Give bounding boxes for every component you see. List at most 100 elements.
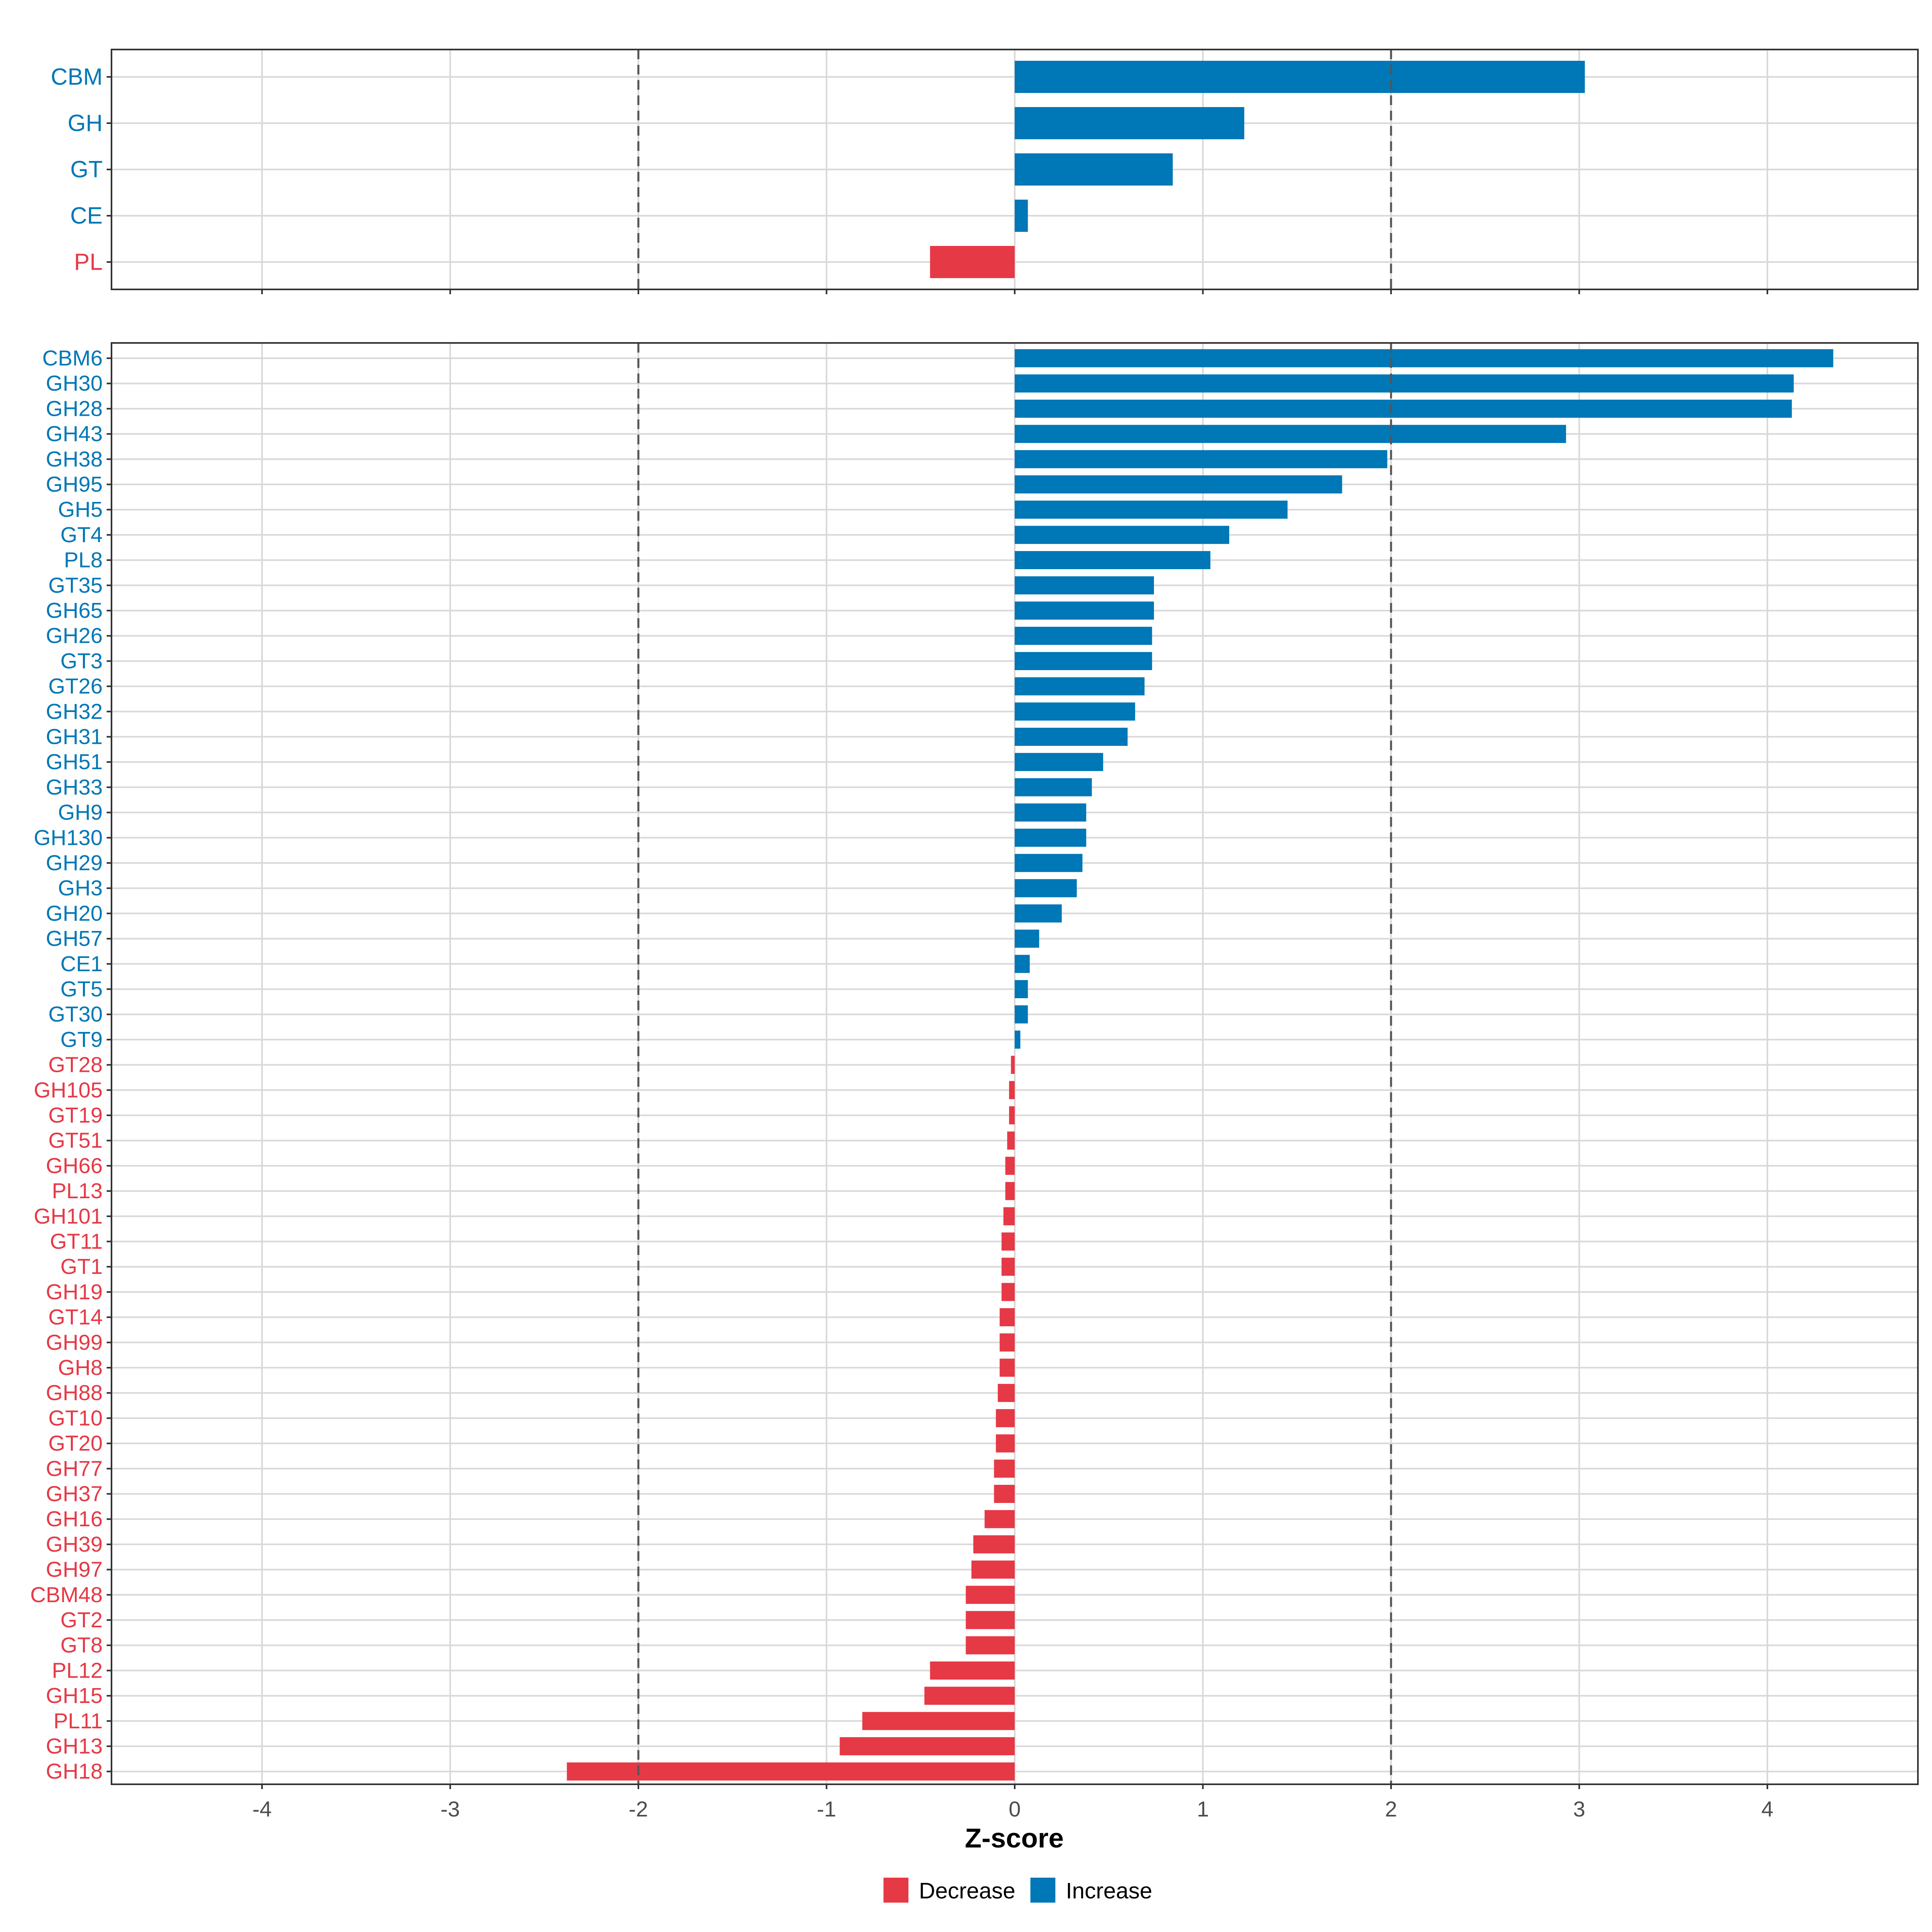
category-label: GH88 bbox=[46, 1381, 103, 1405]
category-label: GH66 bbox=[46, 1154, 103, 1178]
category-label: GH105 bbox=[34, 1078, 103, 1102]
bar bbox=[1015, 652, 1152, 670]
bar bbox=[567, 1762, 1015, 1781]
bar bbox=[1015, 955, 1030, 973]
bar bbox=[999, 1333, 1015, 1352]
bar bbox=[1015, 153, 1173, 186]
bar bbox=[1015, 728, 1128, 746]
bar bbox=[1015, 702, 1135, 721]
category-label: CE1 bbox=[60, 952, 103, 976]
category-label: GH65 bbox=[46, 599, 103, 623]
category-label: GH97 bbox=[46, 1558, 103, 1582]
category-label: GH bbox=[68, 110, 103, 136]
category-label: GT14 bbox=[48, 1305, 103, 1329]
category-label: PL bbox=[74, 249, 103, 275]
x-tick-label: 4 bbox=[1761, 1797, 1773, 1821]
x-tick-label: 3 bbox=[1573, 1797, 1585, 1821]
category-label: GT3 bbox=[60, 649, 103, 673]
category-label: GH16 bbox=[46, 1507, 103, 1531]
bar bbox=[1001, 1257, 1015, 1276]
category-label: GH30 bbox=[46, 372, 103, 396]
bar bbox=[999, 1308, 1015, 1327]
bar bbox=[1015, 425, 1566, 443]
x-tick-label: -3 bbox=[440, 1797, 460, 1821]
x-tick-label: -1 bbox=[817, 1797, 836, 1821]
category-label: CE bbox=[70, 203, 103, 229]
bar bbox=[1015, 551, 1211, 570]
category-label: GH18 bbox=[46, 1759, 103, 1783]
bar bbox=[996, 1409, 1015, 1427]
bar bbox=[1015, 879, 1077, 898]
bar bbox=[973, 1535, 1015, 1554]
category-label: PL13 bbox=[52, 1179, 103, 1203]
category-label: GH29 bbox=[46, 851, 103, 875]
bar bbox=[1003, 1207, 1015, 1226]
category-label: GH130 bbox=[34, 826, 103, 850]
category-label: GH95 bbox=[46, 473, 103, 497]
category-label: GT11 bbox=[50, 1230, 103, 1254]
category-label: GT20 bbox=[48, 1431, 103, 1455]
bar bbox=[1001, 1283, 1015, 1301]
bar bbox=[1015, 778, 1092, 797]
category-label: GH28 bbox=[46, 396, 103, 421]
bar bbox=[1015, 399, 1792, 418]
bottom-panel: CBM6GH30GH28GH43GH38GH95GH5GT4PL8GT35GH6… bbox=[30, 342, 1919, 1821]
panel-border bbox=[111, 342, 1919, 1785]
category-label: CBM6 bbox=[42, 346, 103, 370]
category-label: GH43 bbox=[46, 422, 103, 446]
bar bbox=[1001, 1232, 1015, 1251]
x-axis-title: Z-score bbox=[965, 1823, 1064, 1854]
x-tick-label: -2 bbox=[629, 1797, 648, 1821]
category-label: GT8 bbox=[60, 1633, 103, 1657]
bar bbox=[966, 1636, 1015, 1655]
bar bbox=[1015, 803, 1086, 822]
category-label: GT5 bbox=[60, 977, 103, 1001]
legend-swatch bbox=[883, 1878, 908, 1903]
bar bbox=[1011, 1056, 1015, 1074]
bar bbox=[862, 1712, 1015, 1730]
bar bbox=[1015, 475, 1342, 493]
category-label: CBM bbox=[51, 64, 103, 90]
bar bbox=[1015, 200, 1028, 232]
bar bbox=[994, 1485, 1015, 1503]
bar bbox=[930, 246, 1015, 278]
category-label: GH39 bbox=[46, 1532, 103, 1556]
x-tick-label: 2 bbox=[1385, 1797, 1397, 1821]
category-label: PL8 bbox=[64, 548, 103, 572]
legend-label: Increase bbox=[1066, 1878, 1152, 1903]
category-label: GH8 bbox=[58, 1356, 103, 1380]
bar bbox=[1009, 1106, 1015, 1125]
category-label: GT4 bbox=[60, 523, 103, 547]
category-label: GT9 bbox=[60, 1028, 103, 1052]
category-label: GH37 bbox=[46, 1482, 103, 1506]
category-label: GT10 bbox=[48, 1406, 103, 1430]
bar bbox=[985, 1510, 1015, 1528]
category-label: GH19 bbox=[46, 1280, 103, 1304]
x-tick-label: -4 bbox=[252, 1797, 272, 1821]
category-label: PL11 bbox=[54, 1709, 103, 1733]
bar bbox=[930, 1661, 1015, 1680]
category-label: GH32 bbox=[46, 700, 103, 724]
bar bbox=[1005, 1156, 1015, 1175]
category-label: GT51 bbox=[48, 1129, 103, 1153]
category-label: PL12 bbox=[52, 1658, 103, 1682]
bar bbox=[1015, 929, 1039, 948]
bar bbox=[1015, 854, 1083, 872]
category-label: GH57 bbox=[46, 927, 103, 951]
x-tick-label: 0 bbox=[1009, 1797, 1021, 1821]
panel-border bbox=[111, 49, 1919, 290]
bar bbox=[1015, 904, 1062, 923]
bar bbox=[966, 1585, 1015, 1604]
category-label: GT26 bbox=[48, 674, 103, 698]
legend-label: Decrease bbox=[919, 1878, 1016, 1903]
category-label: GH3 bbox=[58, 876, 103, 900]
bar bbox=[1015, 107, 1245, 139]
category-label: CBM48 bbox=[30, 1583, 103, 1607]
bar bbox=[1015, 61, 1585, 93]
legend: Decrease Increase bbox=[883, 1878, 1152, 1903]
category-label: GH26 bbox=[46, 624, 103, 648]
bar bbox=[1015, 450, 1387, 469]
bar bbox=[1009, 1081, 1015, 1099]
category-label: GH38 bbox=[46, 447, 103, 471]
